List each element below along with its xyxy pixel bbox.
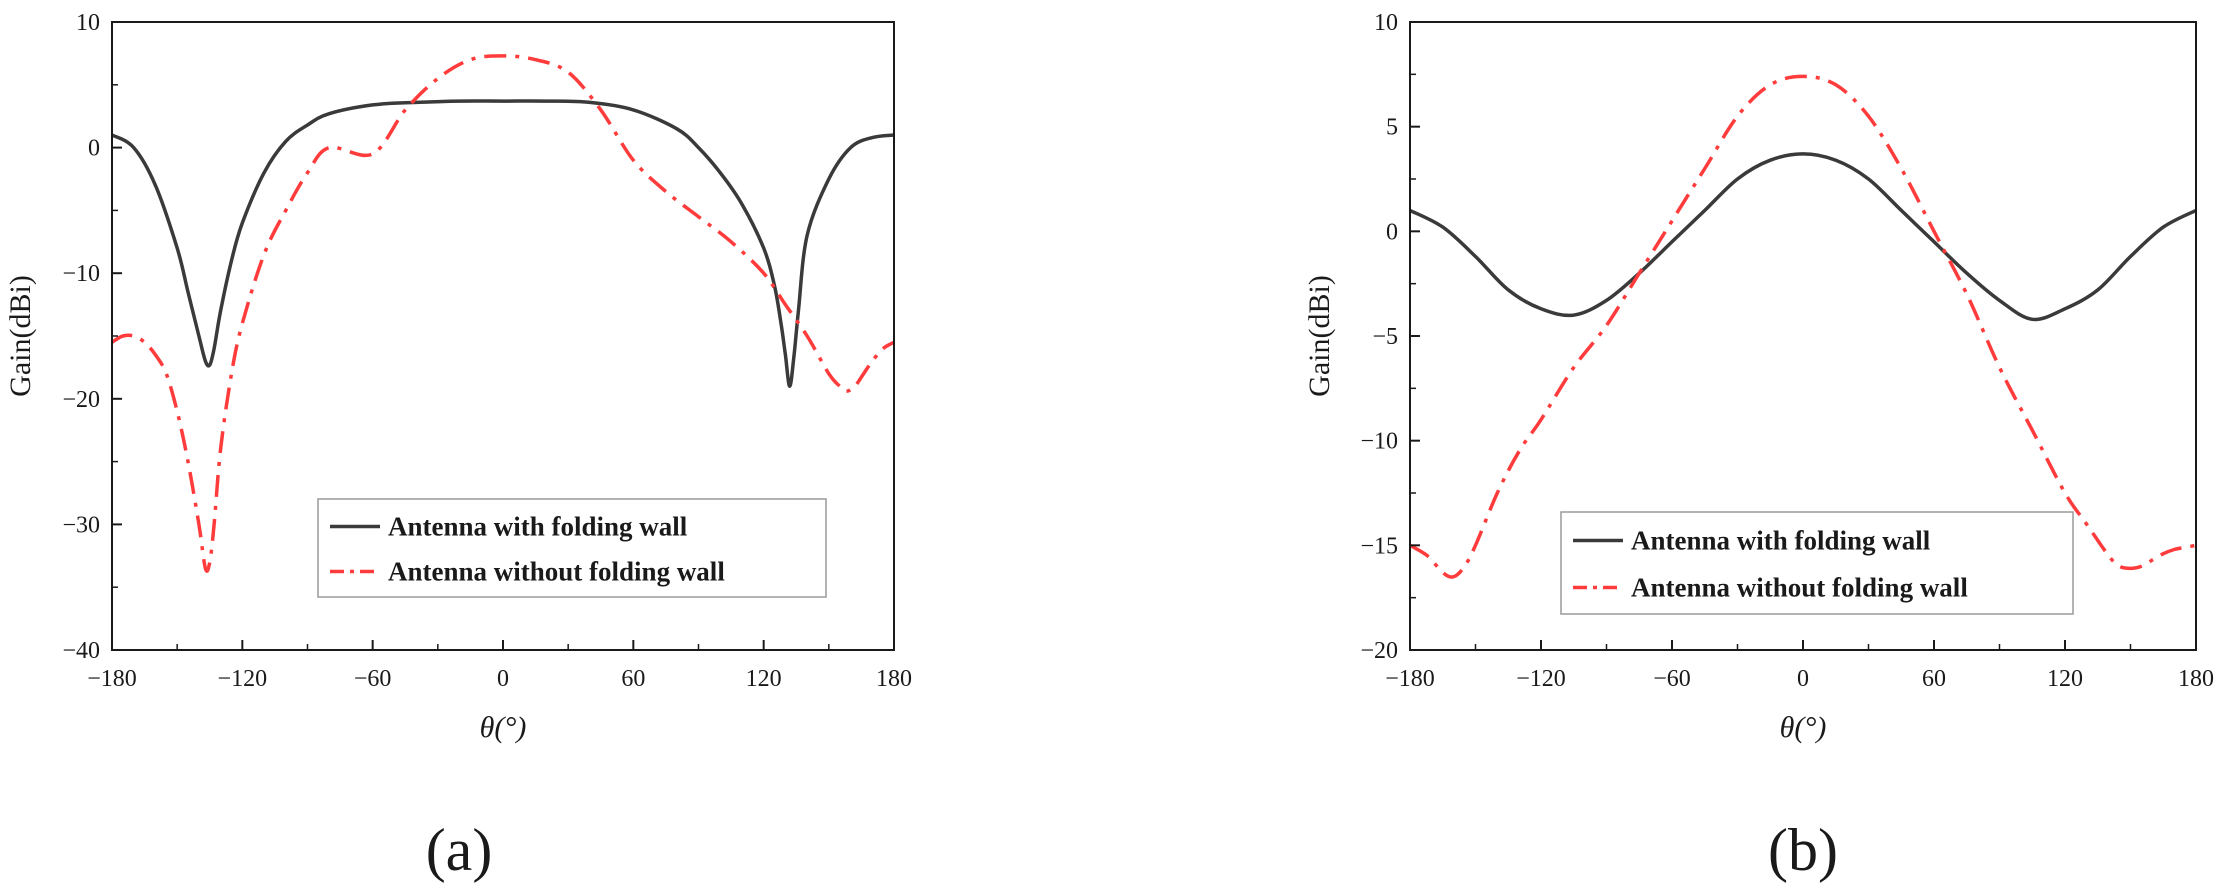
panel-a-legend: Antenna with folding wall Antenna withou…: [317, 498, 827, 598]
panel-b-ytick-label: −10: [1360, 429, 1398, 455]
panel-b-series-without-wall-line: [1409, 74, 2197, 579]
panel-b-legend-label-with-wall: Antenna with folding wall: [1631, 526, 1931, 556]
panel-b-xtick-label: 120: [2047, 666, 2083, 692]
panel-b-ytick-label: −5: [1372, 324, 1398, 350]
panel-b-xtick-label: 60: [1922, 666, 1946, 692]
panel-a-marks: [111, 54, 895, 573]
panel-b-ytick-label: −15: [1360, 533, 1398, 559]
panel-b-ytick-label: 10: [1374, 10, 1398, 36]
panel-b-ytick-label: 0: [1386, 219, 1398, 245]
panel-a-ytick-label: 0: [88, 136, 100, 162]
panel-a-ytick-label: 10: [76, 10, 100, 36]
panel-b-ytick-label: −20: [1360, 638, 1398, 664]
panel-a-ytick-label: −10: [62, 261, 100, 287]
panel-b-xtick-label: −120: [1516, 666, 1566, 692]
panel-a-legend-box: [317, 498, 827, 598]
panel-a-xtick-label: 120: [746, 666, 782, 692]
panel-b-xtick-label: 0: [1797, 666, 1809, 692]
panel-b-xtick-label: −180: [1385, 666, 1435, 692]
panel-a-series-with-wall-line: [111, 99, 895, 388]
panel-a-ticks: −180 −120 −60 0 60 120 180 −40 −30 −20 −10 0 10: [62, 10, 912, 692]
panel-b-marks: [1409, 74, 2197, 579]
panel-b-legend-label-without-wall: Antenna without folding wall: [1631, 572, 1968, 602]
panel-a-ytick-label: −20: [62, 387, 100, 413]
panel-b-xtick-label: 180: [2178, 666, 2214, 692]
panel-b-caption: (b): [1768, 817, 1838, 883]
panel-b-legend: Antenna with folding wall Antenna withou…: [1560, 511, 2074, 615]
panel-a-legend-label-without-wall: Antenna without folding wall: [388, 557, 725, 587]
panel-a-x-axis-title: θ(°): [480, 711, 527, 744]
panel-a-xtick-label: −120: [218, 666, 268, 692]
panel-b-x-axis-title: θ(°): [1780, 711, 1827, 744]
panel-a-y-axis-title: Gain(dBi): [4, 275, 37, 397]
panel-a-ytick-label: −40: [62, 638, 100, 664]
panel-a-xtick-label: 180: [876, 666, 912, 692]
panel-a-xtick-label: −60: [354, 666, 392, 692]
panel-b-legend-box: [1560, 511, 2074, 615]
chart-panel-b: −180 −120 −60 0 60 120 180 −20 −15 −10 −5 0 5 10 θ(°)…: [1303, 10, 2214, 883]
panel-a-series-without-wall-line: [111, 54, 895, 573]
panel-a-xtick-label: 0: [497, 666, 509, 692]
panel-b-xtick-label: −60: [1653, 666, 1691, 692]
panel-a-xtick-label: −180: [87, 666, 137, 692]
chart-panel-a: −180 −120 −60 0 60 120 180 −40 −30 −20 −10 0 10 θ(°)…: [4, 10, 912, 883]
panel-b-series-with-wall-line: [1409, 152, 2197, 322]
panel-b-y-axis-title: Gain(dBi): [1303, 275, 1336, 397]
panel-a-legend-label-with-wall: Antenna with folding wall: [388, 511, 688, 541]
panel-b-ytick-label: 5: [1386, 115, 1398, 141]
panel-b-ticks: −180 −120 −60 0 60 120 180 −20 −15 −10 −5 0 5 10: [1360, 10, 2214, 692]
panel-a-xtick-label: 60: [621, 666, 645, 692]
panel-a-ytick-label: −30: [62, 512, 100, 538]
panel-a-caption: (a): [426, 817, 493, 883]
